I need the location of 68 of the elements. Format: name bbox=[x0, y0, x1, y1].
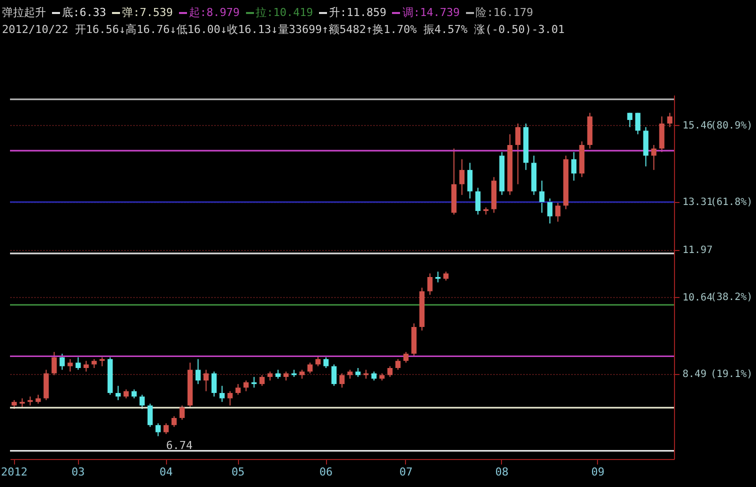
candlestick bbox=[315, 355, 321, 367]
y-tick-label: 15.46 bbox=[682, 120, 713, 132]
candlestick bbox=[427, 272, 433, 296]
x-tick-label: 04 bbox=[159, 466, 174, 478]
x-tick-label: 2012 bbox=[0, 466, 28, 478]
y2-tick-label: (61.8%) bbox=[710, 197, 753, 208]
y-tick-label: 10.64 bbox=[682, 292, 713, 304]
candlestick bbox=[667, 112, 672, 128]
candlestick bbox=[387, 366, 393, 378]
candlestick bbox=[555, 202, 560, 222]
x-tick-label: 08 bbox=[495, 466, 509, 478]
legend-label: 升:11.859 bbox=[328, 6, 386, 19]
legend-label: 底:6.33 bbox=[62, 6, 106, 19]
candlestick bbox=[307, 362, 313, 374]
y-tick-label: 8.49 bbox=[682, 369, 707, 380]
candlestick bbox=[339, 372, 345, 388]
candlestick bbox=[635, 112, 640, 135]
candlestick bbox=[539, 180, 544, 214]
legend-label: 弹:7.539 bbox=[122, 6, 173, 19]
candlestick bbox=[68, 358, 73, 372]
candlestick bbox=[164, 422, 169, 435]
candlestick bbox=[211, 371, 217, 398]
candlestick bbox=[403, 351, 409, 364]
candlestick bbox=[219, 385, 225, 402]
candlestick bbox=[180, 404, 185, 420]
candlestick bbox=[627, 112, 632, 128]
candlestick bbox=[259, 374, 265, 386]
candlestick bbox=[515, 123, 520, 185]
annotation: 6.74 bbox=[166, 439, 193, 452]
x-tick-label: 09 bbox=[591, 466, 604, 478]
candlestick bbox=[60, 353, 65, 370]
legend-label: 调:14.739 bbox=[402, 6, 460, 19]
candlestick bbox=[323, 356, 329, 368]
y-tick-label: 11.97 bbox=[682, 245, 713, 256]
candlestick bbox=[195, 358, 201, 385]
candlestick bbox=[156, 422, 161, 437]
candlestick bbox=[547, 198, 552, 224]
candlestick bbox=[475, 187, 481, 216]
y2-tick-label: (80.9%) bbox=[710, 120, 753, 132]
x-tick-label: 07 bbox=[399, 466, 413, 478]
candlestick bbox=[84, 360, 89, 372]
legend-label: 拉:10.419 bbox=[256, 6, 313, 19]
candlestick bbox=[52, 351, 57, 376]
candlestick bbox=[76, 356, 81, 370]
y-tick-label: 13.31 bbox=[682, 197, 713, 208]
candlestick bbox=[148, 403, 153, 428]
text: 2012/10/22 开16.56↓高16.76↓低16.00↓收16.13↓量33699↑额5482↑换1.70% 振4.57% 涨(-0.50)-3.01 bbox=[2, 22, 565, 38]
candlestick bbox=[116, 385, 121, 401]
candlestick bbox=[203, 369, 209, 392]
candlestick bbox=[435, 271, 441, 283]
x-tick-label: 03 bbox=[72, 466, 85, 478]
x-tick-label: 06 bbox=[319, 466, 333, 478]
candlestick bbox=[467, 162, 473, 199]
candlestick bbox=[395, 358, 401, 370]
legend-label: 起:8.979 bbox=[188, 6, 240, 19]
candlestick bbox=[571, 152, 576, 182]
candlestick bbox=[227, 390, 233, 406]
chart-title: 弹拉起升 bbox=[2, 6, 46, 19]
candlestick bbox=[172, 416, 177, 428]
legend-label: 险:16.179 bbox=[476, 6, 534, 19]
candlestick bbox=[243, 380, 249, 392]
candlestick bbox=[140, 394, 145, 410]
candlestick bbox=[651, 144, 656, 170]
y2-tick-label: (19.1%) bbox=[710, 369, 753, 380]
x-tick-label: 05 bbox=[231, 466, 245, 478]
candlestick bbox=[331, 364, 337, 386]
candlestick bbox=[235, 384, 241, 396]
candlestick bbox=[459, 158, 465, 196]
